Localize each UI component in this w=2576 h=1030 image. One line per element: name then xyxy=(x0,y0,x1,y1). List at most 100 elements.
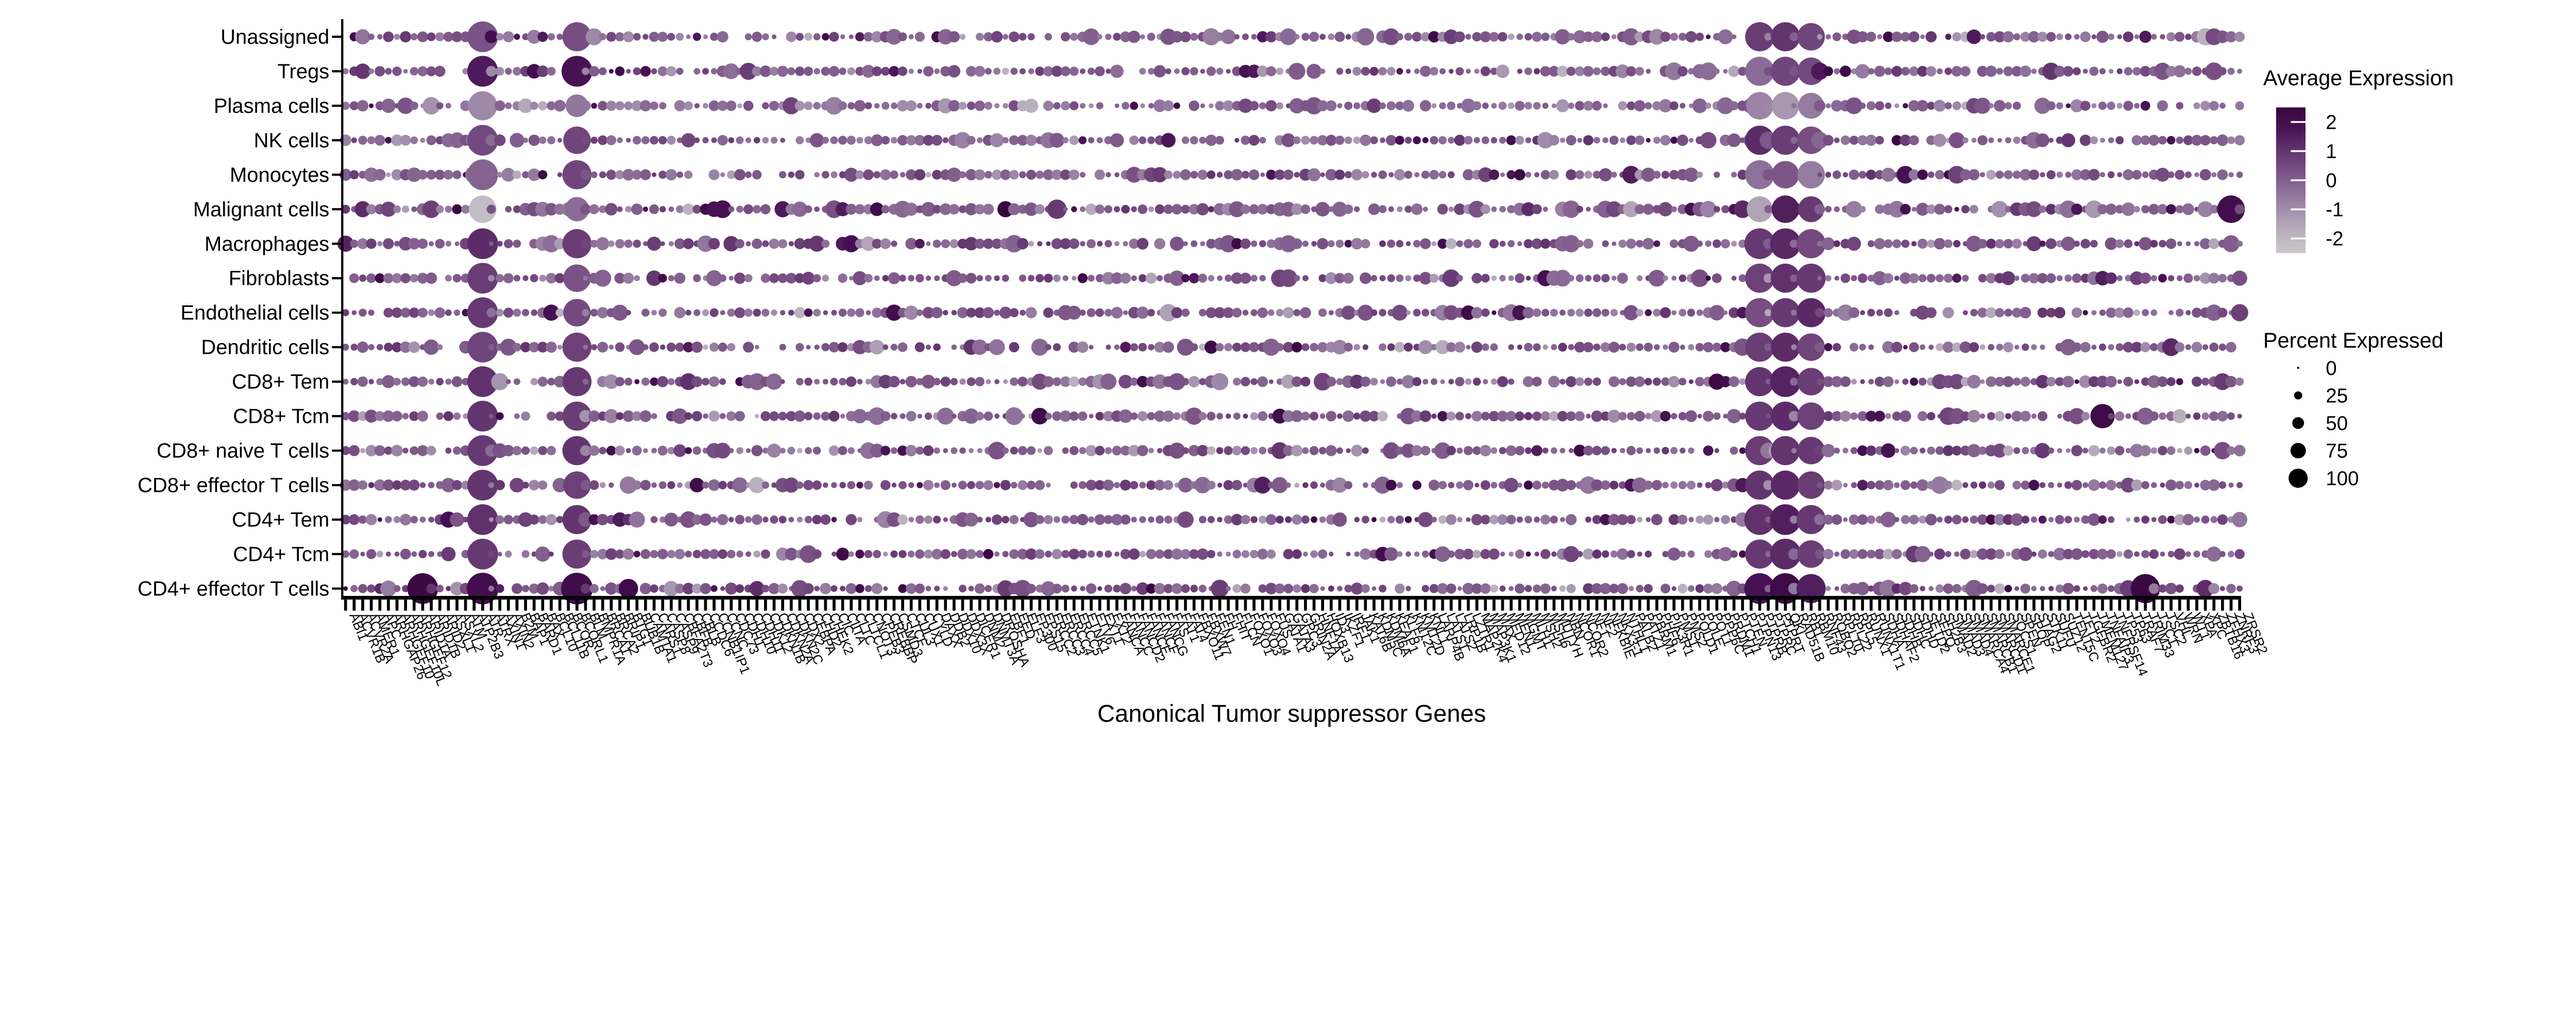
dot xyxy=(1003,33,1009,40)
dot xyxy=(1120,272,1131,284)
dot xyxy=(1190,343,1198,351)
dot xyxy=(518,512,533,527)
dot xyxy=(2048,138,2054,143)
dot xyxy=(1382,442,1400,459)
dot xyxy=(443,31,454,42)
dot xyxy=(1385,134,1397,146)
dot xyxy=(1240,583,1251,594)
dot xyxy=(651,413,657,419)
dot xyxy=(1927,239,1936,248)
dot xyxy=(2035,443,2050,458)
dot xyxy=(946,167,961,182)
dot xyxy=(1843,483,1848,488)
dot xyxy=(1705,102,1711,109)
dot xyxy=(1320,586,1325,591)
dot xyxy=(2057,448,2062,453)
dot xyxy=(1726,580,1742,597)
dot xyxy=(1096,137,1103,144)
dot xyxy=(2184,481,2192,489)
dot xyxy=(872,307,883,318)
dot xyxy=(770,136,778,144)
dot xyxy=(403,68,408,74)
dot xyxy=(382,410,395,422)
dot xyxy=(890,550,898,558)
dot xyxy=(2168,310,2174,316)
dot xyxy=(393,377,401,386)
dot xyxy=(1652,377,1661,386)
dot xyxy=(1404,136,1412,144)
dot xyxy=(1199,308,1207,317)
dot xyxy=(2031,68,2037,74)
dot xyxy=(417,31,428,42)
dot xyxy=(1619,137,1625,143)
dot xyxy=(1549,169,1559,180)
dot xyxy=(622,168,635,181)
dot xyxy=(804,205,812,213)
dot xyxy=(2200,479,2211,491)
dot xyxy=(1136,582,1149,595)
dot xyxy=(1154,238,1165,250)
dot xyxy=(2022,447,2029,455)
dot xyxy=(994,551,1000,557)
dot xyxy=(1995,239,2005,249)
dot xyxy=(2026,201,2042,217)
dot xyxy=(2200,135,2211,146)
dot xyxy=(1231,238,1243,249)
dot xyxy=(1044,273,1053,283)
dot xyxy=(1738,274,1747,282)
dot xyxy=(814,206,820,212)
dot xyxy=(940,549,951,559)
dot xyxy=(710,32,719,41)
dot xyxy=(1986,307,1997,318)
dot xyxy=(868,407,886,425)
dot xyxy=(856,136,863,144)
dot xyxy=(1739,413,1746,420)
dot xyxy=(1139,136,1147,144)
dot xyxy=(2036,133,2049,147)
dot xyxy=(1960,548,1971,560)
dot xyxy=(1948,132,1965,148)
dot xyxy=(642,344,649,350)
dot xyxy=(1745,470,1774,500)
dot xyxy=(1157,448,1163,454)
dot xyxy=(1047,199,1067,219)
dot xyxy=(1606,201,1622,217)
dot xyxy=(2014,276,2020,281)
dot xyxy=(1996,67,2003,75)
dot xyxy=(759,65,772,77)
dot xyxy=(1311,241,1317,247)
dot xyxy=(886,29,902,45)
dot xyxy=(1161,133,1176,148)
dot xyxy=(2183,273,2193,283)
dot xyxy=(977,448,982,453)
dot xyxy=(1908,169,1920,180)
dot xyxy=(1532,31,1542,42)
dot xyxy=(537,31,548,42)
dot xyxy=(969,448,974,453)
dot xyxy=(1592,274,1601,282)
dot xyxy=(2165,65,2177,77)
dot xyxy=(1729,101,1739,111)
dot xyxy=(1917,238,1928,249)
dot xyxy=(931,548,942,560)
dot xyxy=(931,134,943,146)
dot xyxy=(2124,67,2132,76)
dot xyxy=(1846,29,1861,44)
dot xyxy=(2183,135,2193,145)
dot xyxy=(1361,66,1370,76)
dot xyxy=(869,339,885,355)
dot xyxy=(1497,410,1509,422)
dot xyxy=(714,200,732,218)
dot xyxy=(2177,448,2182,454)
dot xyxy=(2123,307,2134,318)
dot xyxy=(1289,98,1305,114)
dot xyxy=(1680,102,1686,109)
dot xyxy=(2081,411,2090,421)
dot xyxy=(1448,207,1454,212)
dot xyxy=(2160,34,2165,40)
dot xyxy=(501,167,516,182)
dot xyxy=(1154,65,1166,78)
dot xyxy=(1411,410,1423,422)
dot xyxy=(1248,134,1260,146)
dot xyxy=(1139,551,1146,558)
